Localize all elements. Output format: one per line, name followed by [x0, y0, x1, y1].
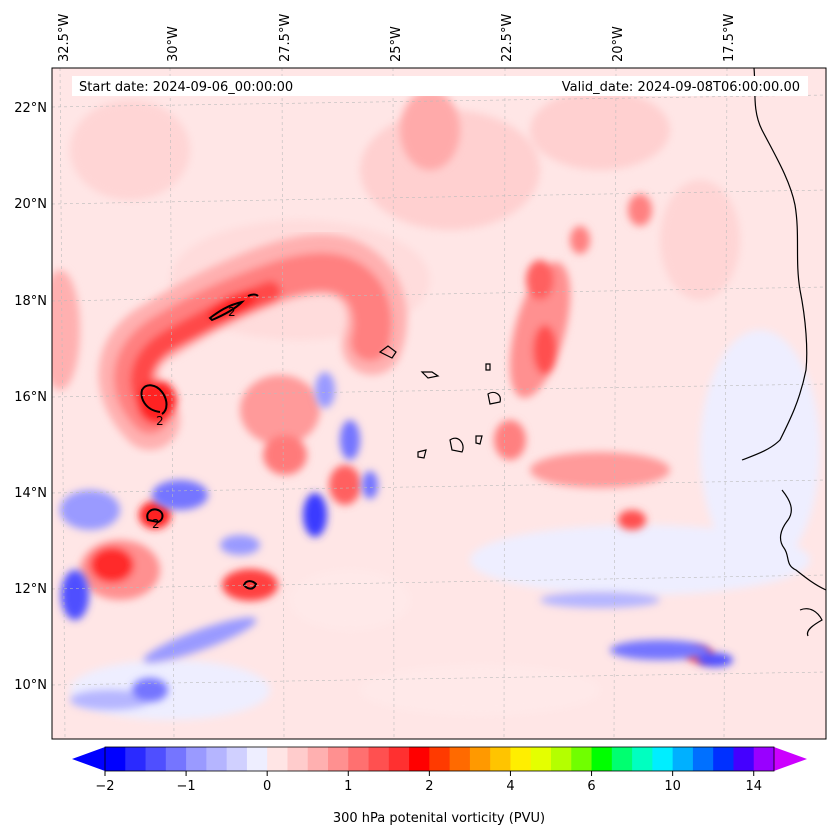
colorbar-swatch [591, 747, 613, 771]
colorbar-over-arrow [774, 747, 807, 771]
colorbar-swatches [105, 747, 775, 771]
guinea-coastline [799, 608, 823, 637]
contour-label: 2 [152, 517, 160, 531]
colorbar-swatch [469, 747, 491, 771]
colorbar-swatch [348, 747, 370, 771]
contour-south-blob [140, 384, 168, 415]
colorbar-swatch [368, 747, 390, 771]
island-santo-antao [378, 345, 397, 359]
lat-label: 16°N [14, 390, 47, 405]
senegal-coastline [779, 489, 826, 591]
colorbar-tick-label: 10 [664, 779, 681, 794]
colorbar-swatch [307, 747, 329, 771]
colorbar-swatch [165, 747, 187, 771]
colorbar-swatch [105, 747, 126, 771]
colorbar-swatch [652, 747, 674, 771]
lon-label: 22.5°W [500, 14, 515, 62]
island-sal [485, 363, 491, 371]
lon-label: 25°W [389, 26, 404, 62]
lat-label: 12°N [14, 582, 47, 597]
colorbar-frame [104, 746, 775, 772]
colorbar-swatch [672, 747, 694, 771]
colorbar-swatch [145, 747, 167, 771]
pv-negative-blobs [60, 372, 733, 710]
lat-label: 20°N [14, 197, 47, 212]
graticule [52, 68, 826, 739]
colorbar-tick-label: 2 [425, 779, 433, 794]
colorbar-swatch [551, 747, 572, 771]
start-date: Start date: 2024-09-06_00:00:00 [79, 80, 293, 95]
colorbar-swatch [753, 747, 775, 771]
pv-field: 2 2 2 [52, 68, 826, 739]
island-sao-nicolau [420, 371, 440, 379]
colorbar-swatch [287, 747, 309, 771]
island-boa-vista [487, 391, 501, 405]
contour-tiny-blob [242, 580, 258, 590]
lon-label: 27.5°W [278, 14, 293, 62]
contour-labels: 2 2 2 [152, 305, 236, 531]
colorbar-swatch [429, 747, 451, 771]
colorbar-swatch [449, 747, 471, 771]
pv-2-contours [140, 293, 259, 590]
colorbar-swatch [226, 747, 248, 771]
colorbar-swatch [490, 747, 511, 771]
contour-streamer-tip [247, 293, 259, 297]
contour-label: 2 [156, 414, 164, 428]
lat-label: 22°N [14, 101, 47, 116]
colorbar-tick-label: 1 [344, 779, 352, 794]
lat-label: 18°N [14, 294, 47, 309]
latitude-labels: 22°N 20°N 18°N 16°N 14°N 12°N 10°N [14, 101, 47, 693]
colorbar-swatch [733, 747, 755, 771]
colorbar-tick-label: 0 [263, 779, 271, 794]
colorbar-swatch [611, 747, 633, 771]
colorbar-swatch [246, 747, 268, 771]
colorbar: −2 −1 0 1 2 4 6 10 14 300 hPa potenital vorticit… [72, 746, 807, 826]
island-santiago [449, 437, 464, 453]
colorbar-swatch [409, 747, 430, 771]
colorbar-swatch [530, 747, 552, 771]
colorbar-swatch [125, 747, 147, 771]
lat-label: 14°N [14, 486, 47, 501]
africa-coastline [741, 68, 808, 461]
colorbar-swatch [510, 747, 532, 771]
colorbar-swatch [267, 747, 288, 771]
colorbar-swatch [388, 747, 410, 771]
colorbar-swatch [186, 747, 207, 771]
map-frame [51, 67, 827, 740]
colorbar-swatch [206, 747, 228, 771]
island-maio [475, 435, 483, 445]
colorbar-tick-label: −2 [95, 779, 114, 794]
colorbar-swatch [692, 747, 714, 771]
colorbar-tick-label: 14 [745, 779, 762, 794]
lon-label: 20°W [611, 26, 626, 62]
contour-label: 2 [228, 305, 236, 319]
colorbar-label: 300 hPa potenital vorticity (PVU) [333, 811, 545, 826]
date-banner [72, 76, 808, 96]
lon-label: 17.5°W [722, 14, 737, 62]
colorbar-swatch [328, 747, 349, 771]
contour-streamer [208, 300, 246, 322]
contour-small-blob [146, 508, 164, 524]
colorbar-swatch [632, 747, 653, 771]
colorbar-ticks: −2 −1 0 1 2 4 6 10 14 [95, 771, 762, 794]
colorbar-tick-label: −1 [177, 779, 196, 794]
longitude-labels: 32.5°W 30°W 27.5°W 25°W 22.5°W 20°W 17.5… [57, 14, 737, 62]
lat-label: 10°N [14, 678, 47, 693]
lon-label: 32.5°W [57, 14, 72, 62]
colorbar-tick-label: 6 [587, 779, 595, 794]
colorbar-swatch [713, 747, 734, 771]
colorbar-under-arrow [72, 747, 105, 771]
colorbar-swatch [571, 747, 593, 771]
pv-positive-blobs [52, 90, 714, 663]
island-fogo [417, 449, 427, 459]
lon-label: 30°W [166, 26, 181, 62]
valid-date: Valid_date: 2024-09-08T06:00:00.00 [562, 80, 800, 95]
coastlines [378, 68, 826, 637]
colorbar-tick-label: 4 [506, 779, 514, 794]
